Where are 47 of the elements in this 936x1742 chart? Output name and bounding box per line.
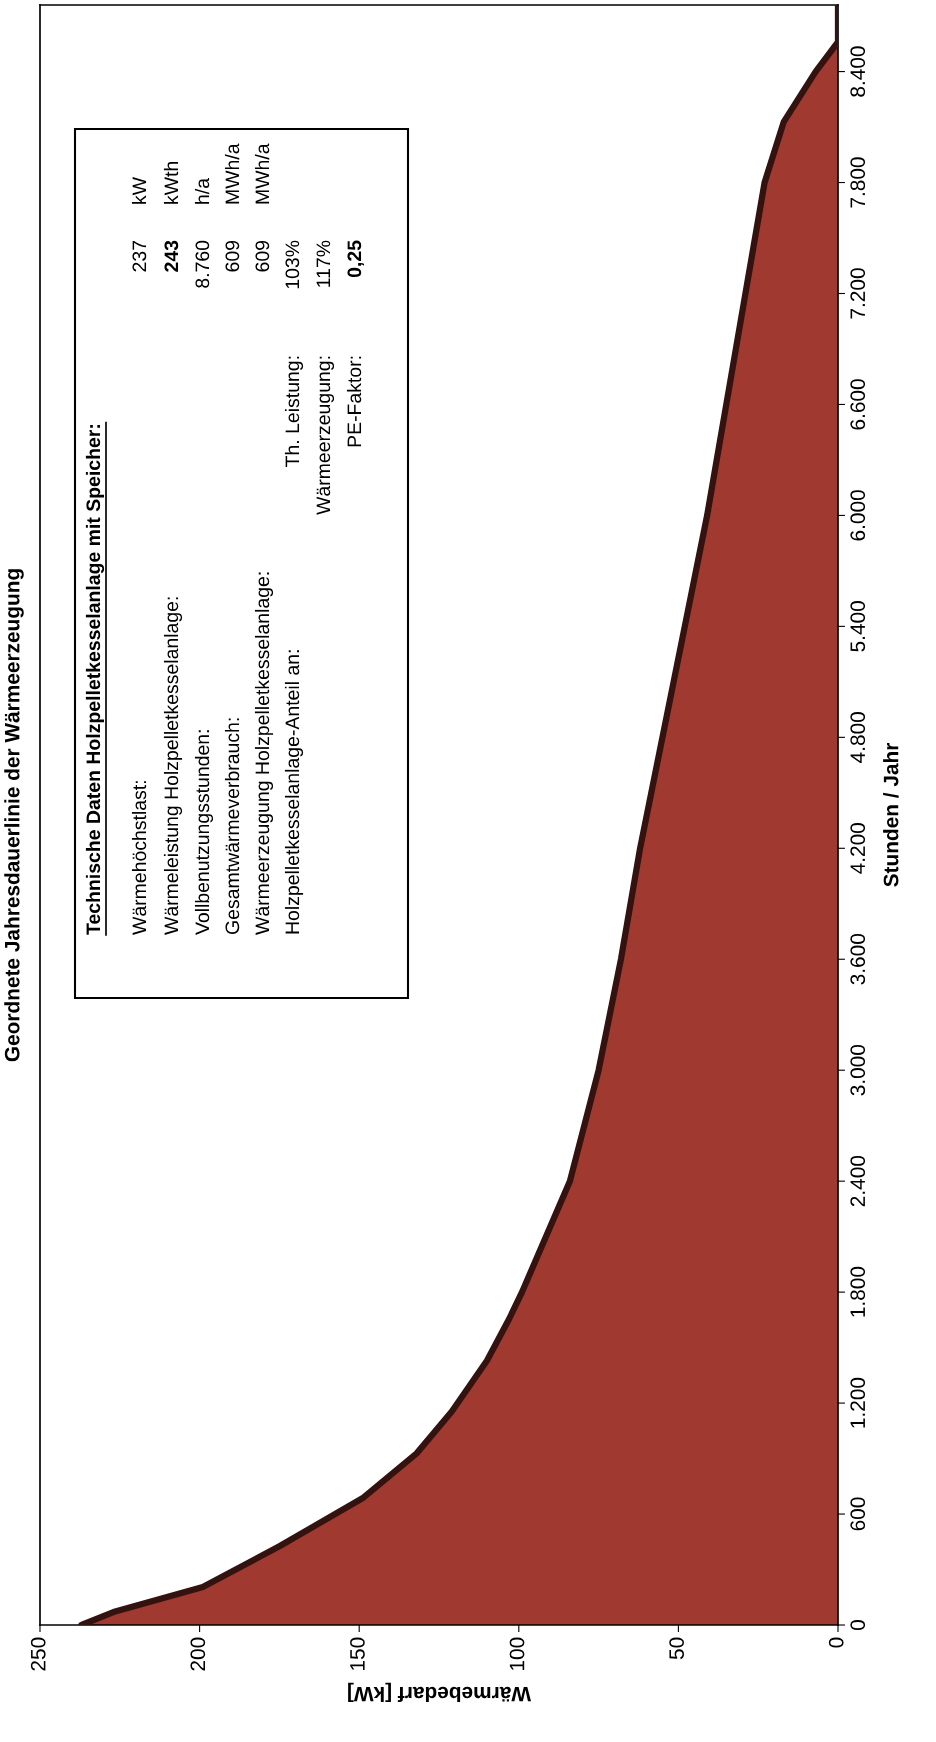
x-axis-title: Wärmebedarf [kW] xyxy=(348,1682,531,1703)
annotation: Technische Daten Holzpelletkesselanlage mit Speicher: xyxy=(85,425,105,935)
y-tick-label: 6.000 xyxy=(850,490,866,541)
annotation: MWh/a xyxy=(224,143,240,204)
annotation: Wärmehöchstlast: xyxy=(131,781,147,935)
y-tick-label: 7.200 xyxy=(850,268,866,319)
y-tick-label: 8.400 xyxy=(850,46,866,97)
y-tick-label: 3.600 xyxy=(850,933,866,985)
x-tick-label: 200 xyxy=(190,1637,206,1671)
annotation: 117% xyxy=(316,240,331,287)
y-tick-label: 4.800 xyxy=(850,712,866,763)
annotation: 243 xyxy=(164,240,179,272)
y-tick-label: 5.400 xyxy=(850,601,866,652)
annotation: Vollbenutzungsstunden: xyxy=(194,730,214,935)
y-tick-label: 3.000 xyxy=(850,1044,866,1096)
y-tick-label: 6.600 xyxy=(850,379,866,430)
annotation: 237 xyxy=(132,240,147,272)
annotation: Gesamtwärmeverbrauch: xyxy=(224,718,240,935)
y-tick-label: 1.200 xyxy=(850,1377,866,1428)
annotation: 103% xyxy=(285,240,300,289)
annotation: 8.760 xyxy=(195,240,210,288)
annotation: Wärmeleistung Holzpelletkesselanlage: xyxy=(163,597,183,935)
y-tick-label: 600 xyxy=(850,1497,866,1531)
annotation: kW xyxy=(131,176,147,204)
y-tick-label: 4.200 xyxy=(850,823,866,874)
annotation: Wärmeerzeugung Holzpelletkesselanlage: xyxy=(254,572,274,935)
annotation: Wärmeerzeugung: xyxy=(316,356,335,515)
annotation: 0,25 xyxy=(347,240,365,278)
y-tick-label: 7.800 xyxy=(850,157,866,208)
text: Geordnete Jahresdauerlinie der Wärmeerzeugung xyxy=(4,569,24,1062)
y-axis-title: Stunden / Jahr xyxy=(883,742,899,887)
annotation: MWh/a xyxy=(254,143,270,204)
annotation: Th. Leistung: xyxy=(284,356,304,467)
annotation: PE-Faktor: xyxy=(346,356,362,447)
y-tick-label: 1.800 xyxy=(850,1266,866,1317)
annotation: 609 xyxy=(255,240,270,272)
x-tick-label: 150 xyxy=(350,1637,365,1670)
annotation: Holzpelletkesselanlage-Anteil an: xyxy=(284,650,304,934)
x-tick-label: 250 xyxy=(30,1637,46,1671)
x-tick-label: 100 xyxy=(509,1637,525,1670)
x-tick-label: 0 xyxy=(828,1637,844,1648)
annotation: 609 xyxy=(225,240,240,272)
x-tick-label: 50 xyxy=(669,1637,684,1660)
annotation: h/a xyxy=(194,177,210,204)
y-tick-label: 2.400 xyxy=(850,1155,866,1207)
annotation: kWth xyxy=(163,161,179,204)
y-tick-label: 0 xyxy=(850,1620,866,1630)
